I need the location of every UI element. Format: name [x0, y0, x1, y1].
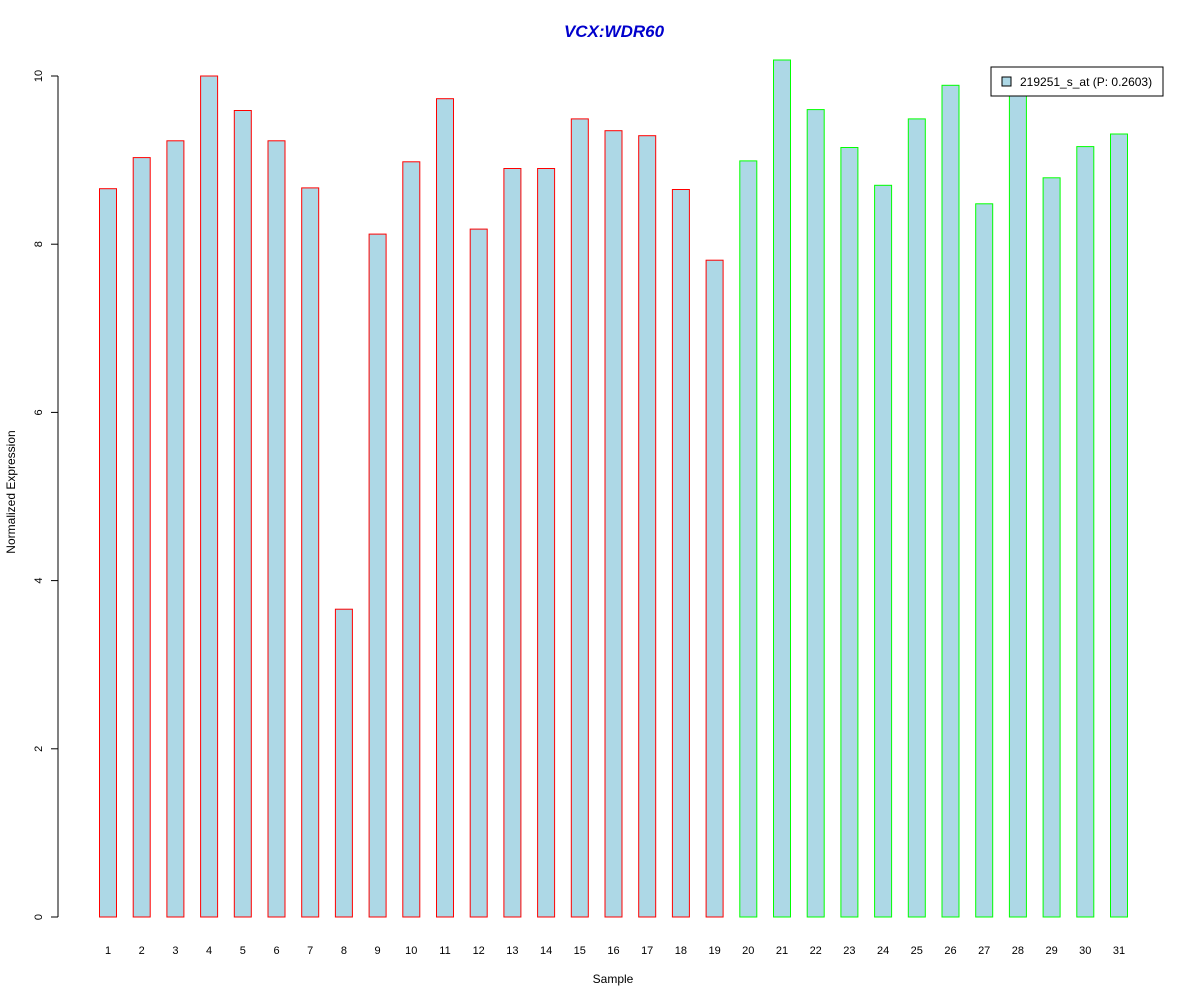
- bar-sample-17: [638, 135, 657, 918]
- x-axis-tick-labels: 1 2 3 4 5 6 7 8 9 10 11 12 13 14 15 16 17 18 19 20 21 22 23 24 2…: [105, 945, 1125, 957]
- x-axis-tick-label: 12: [473, 945, 485, 957]
- bar-sample-31: [1110, 133, 1128, 918]
- bar-sample-26: [941, 84, 960, 918]
- x-axis-tick-label: 10: [405, 945, 417, 957]
- bar-sample-2: [132, 157, 151, 918]
- bar-sample-16: [604, 130, 623, 918]
- bar-sample-20: [739, 160, 758, 918]
- bar-sample-11: [436, 98, 454, 918]
- x-axis-tick-label: 9: [375, 945, 381, 957]
- legend: 219251_s_at (P: 0.2603): [990, 66, 1164, 97]
- bar-sample-30: [1076, 146, 1095, 918]
- chart-title: VCX:WDR60: [564, 22, 665, 41]
- x-axis-tick-label: 23: [843, 945, 855, 957]
- x-axis-tick-label: 11: [439, 945, 450, 957]
- bar-sample-5: [233, 110, 252, 918]
- x-axis-tick-label: 27: [978, 945, 990, 957]
- y-axis-tick-label: 0: [33, 914, 45, 920]
- x-axis-tick-label: 1: [105, 945, 111, 957]
- x-axis-title: Sample: [593, 972, 634, 986]
- bar-sample-7: [301, 187, 320, 918]
- y-axis-tick-label: 8: [33, 241, 45, 247]
- y-axis-tick-label: 2: [33, 746, 45, 752]
- bar-sample-19: [705, 259, 724, 918]
- bar-series: [99, 59, 1128, 918]
- bar-sample-28: [1008, 88, 1027, 918]
- bar-sample-21: [773, 59, 791, 918]
- x-axis-tick-label: 24: [877, 945, 889, 957]
- bar-sample-13: [503, 168, 522, 918]
- bar-sample-8: [334, 608, 353, 918]
- x-axis-tick-label: 18: [675, 945, 687, 957]
- bar-sample-6: [267, 140, 286, 918]
- y-axis-tick-label: 6: [33, 409, 45, 415]
- y-axis: 0 2 4 6 8 10: [33, 70, 59, 920]
- x-axis-tick-label: 8: [341, 945, 347, 957]
- bar-sample-12: [469, 228, 488, 918]
- x-axis-tick-label: 25: [911, 945, 923, 957]
- x-axis-tick-label: 14: [540, 945, 552, 957]
- x-axis-tick-label: 6: [273, 945, 279, 957]
- x-axis-tick-label: 15: [574, 945, 586, 957]
- x-axis-tick-label: 21: [776, 945, 788, 957]
- x-axis-tick-label: 4: [206, 945, 212, 957]
- bar-sample-24: [874, 184, 893, 918]
- x-axis-tick-label: 7: [307, 945, 313, 957]
- legend-label: 219251_s_at (P: 0.2603): [1020, 75, 1152, 89]
- bar-sample-14: [537, 168, 556, 918]
- legend-swatch: [1001, 76, 1012, 87]
- bar-sample-15: [570, 118, 589, 918]
- bar-sample-29: [1042, 177, 1061, 918]
- y-axis-title: Normalized Expression: [4, 430, 18, 553]
- y-axis-tick-label: 10: [33, 70, 45, 82]
- x-axis-tick-label: 19: [708, 945, 720, 957]
- x-axis-tick-label: 13: [506, 945, 518, 957]
- legend-box: [990, 66, 1164, 97]
- bar-sample-18: [671, 189, 690, 918]
- y-axis-tick-label: 4: [33, 578, 45, 584]
- bar-sample-3: [166, 140, 185, 918]
- bar-sample-27: [975, 203, 994, 918]
- x-axis-tick-label: 30: [1079, 945, 1091, 957]
- bar-sample-23: [840, 147, 859, 918]
- x-axis-tick-label: 3: [172, 945, 178, 957]
- x-axis-tick-label: 16: [607, 945, 619, 957]
- x-axis-tick-label: 26: [944, 945, 956, 957]
- x-axis-tick-label: 29: [1045, 945, 1057, 957]
- x-axis-tick-label: 5: [240, 945, 246, 957]
- bar-sample-4: [200, 75, 219, 918]
- bar-sample-10: [402, 161, 421, 918]
- x-axis-tick-label: 28: [1012, 945, 1024, 957]
- bar-sample-22: [806, 109, 825, 918]
- x-axis-tick-label: 31: [1113, 945, 1125, 957]
- x-axis-tick-label: 22: [810, 945, 822, 957]
- bar-sample-9: [368, 233, 387, 918]
- x-axis-tick-label: 2: [139, 945, 145, 957]
- x-axis-tick-label: 17: [641, 945, 653, 957]
- bar-sample-1: [99, 188, 117, 918]
- bar-sample-25: [907, 118, 926, 918]
- x-axis-tick-label: 20: [742, 945, 754, 957]
